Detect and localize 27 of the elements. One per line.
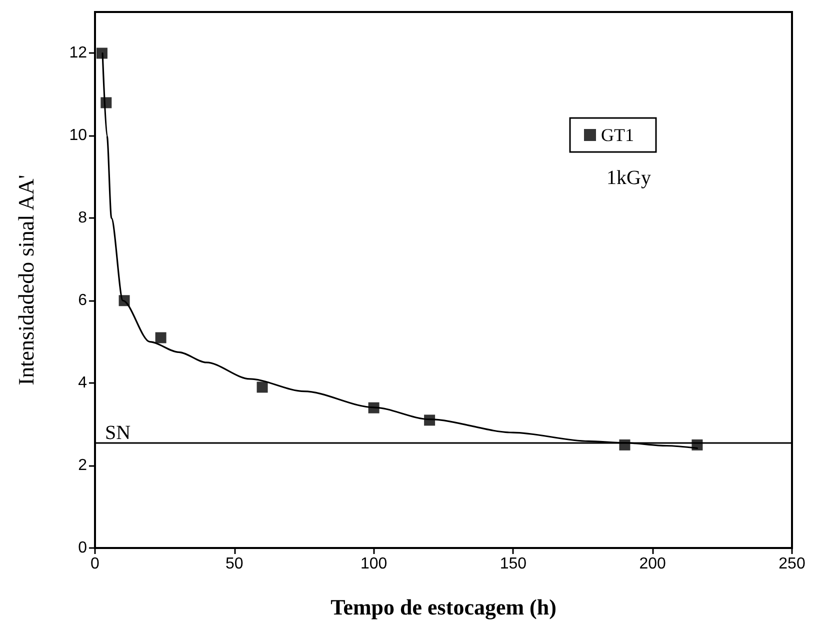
x-tick-label: 50 — [226, 556, 244, 572]
point — [256, 382, 268, 393]
point — [118, 295, 130, 306]
y-tick-label: 4 — [78, 374, 88, 392]
point — [100, 97, 112, 108]
y-tick-label: 2 — [78, 457, 88, 474]
x-tick-label: 250 — [778, 556, 806, 572]
x-tick-label: 150 — [500, 556, 527, 572]
y-tick-label: 0 — [78, 540, 88, 556]
point — [96, 48, 108, 59]
y-tick-label: 8 — [78, 210, 88, 227]
y-axis-title: Intensidadedo sinal AA' — [14, 174, 38, 386]
x-tick-label: 100 — [360, 556, 388, 572]
ref-line-label: SN — [105, 422, 131, 444]
point — [619, 439, 630, 450]
y-tick-label: 6 — [78, 292, 88, 310]
point — [155, 332, 166, 344]
x-tick-label: 200 — [639, 556, 666, 572]
point — [368, 402, 380, 414]
y-tick-label: 10 — [69, 127, 88, 144]
legend-label: GT1 — [601, 125, 634, 145]
point — [692, 439, 703, 450]
x-axis-title: Tempo de estocagem (h) — [330, 594, 556, 620]
y-tick-label: 12 — [69, 44, 88, 62]
x-tick-label: 0 — [90, 556, 100, 572]
point — [424, 414, 436, 426]
annotation: 1kGy — [606, 167, 652, 189]
